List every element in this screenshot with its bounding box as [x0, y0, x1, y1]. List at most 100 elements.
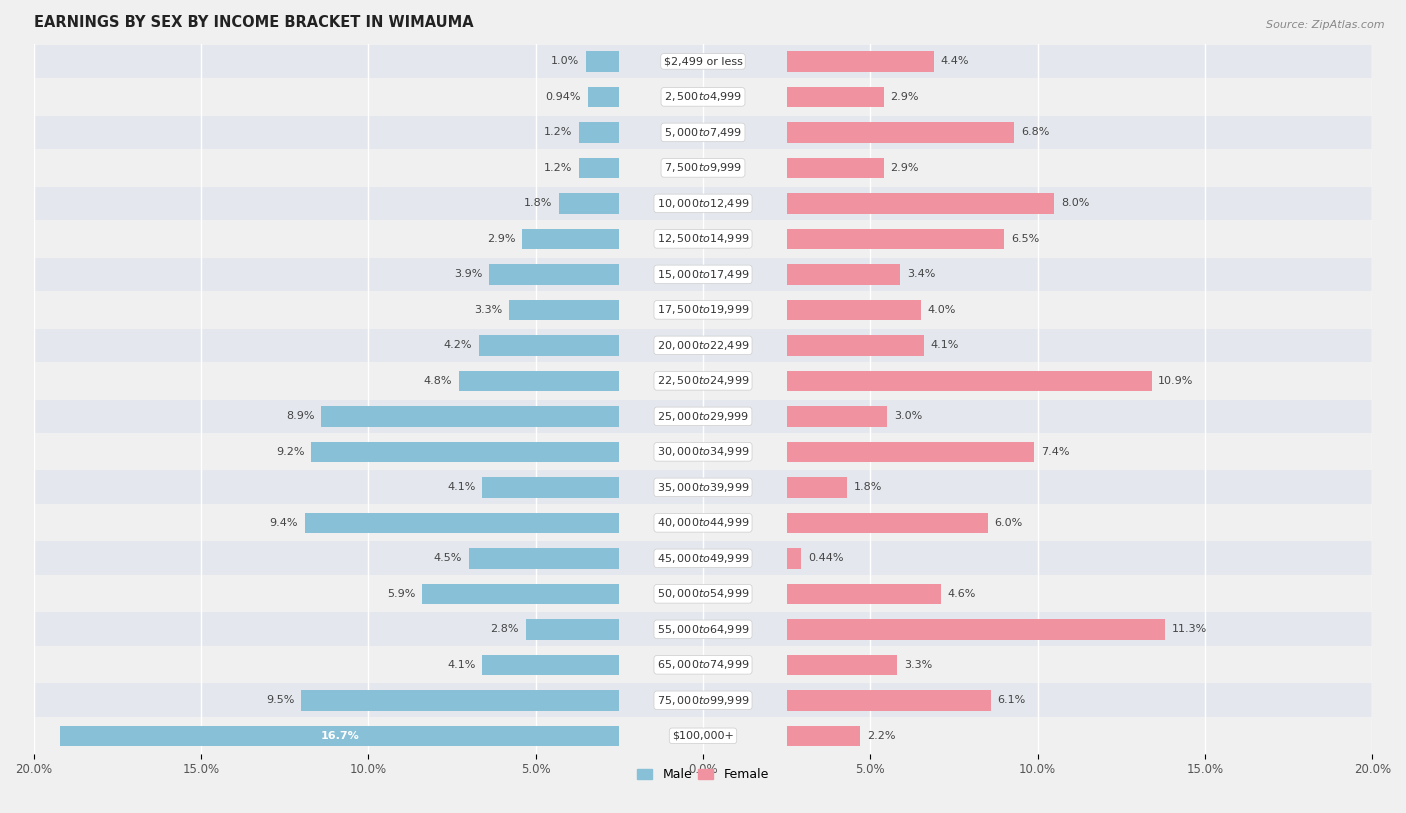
Text: $75,000 to $99,999: $75,000 to $99,999 [657, 693, 749, 706]
Text: 2.9%: 2.9% [486, 234, 516, 244]
Bar [787, 548, 801, 568]
Text: $40,000 to $44,999: $40,000 to $44,999 [657, 516, 749, 529]
Text: 8.9%: 8.9% [287, 411, 315, 421]
Text: 2.9%: 2.9% [890, 163, 920, 173]
Bar [787, 264, 900, 285]
Bar [34, 328, 1372, 363]
Bar [787, 228, 1004, 249]
Text: $17,500 to $19,999: $17,500 to $19,999 [657, 303, 749, 316]
Text: 4.4%: 4.4% [941, 56, 969, 67]
Bar [787, 122, 1014, 143]
Bar [34, 541, 1372, 576]
Text: 1.2%: 1.2% [544, 128, 572, 137]
Bar [787, 619, 1166, 640]
Text: $2,499 or less: $2,499 or less [664, 56, 742, 67]
Bar [311, 441, 619, 462]
Text: $25,000 to $29,999: $25,000 to $29,999 [657, 410, 749, 423]
Text: 3.3%: 3.3% [904, 660, 932, 670]
Text: $7,500 to $9,999: $7,500 to $9,999 [664, 162, 742, 175]
Text: 10.9%: 10.9% [1159, 376, 1194, 386]
Text: 3.9%: 3.9% [454, 269, 482, 280]
Bar [60, 725, 619, 746]
Text: $55,000 to $64,999: $55,000 to $64,999 [657, 623, 749, 636]
Bar [458, 371, 619, 391]
Text: $22,500 to $24,999: $22,500 to $24,999 [657, 374, 749, 387]
Bar [34, 471, 1372, 504]
Bar [468, 548, 619, 568]
Text: $5,000 to $7,499: $5,000 to $7,499 [664, 126, 742, 139]
Text: 6.8%: 6.8% [1021, 128, 1049, 137]
Text: 5.9%: 5.9% [387, 589, 415, 599]
Bar [34, 719, 1372, 753]
Bar [322, 406, 619, 427]
Bar [560, 193, 619, 214]
Bar [787, 193, 1054, 214]
Text: $65,000 to $74,999: $65,000 to $74,999 [657, 659, 749, 672]
Bar [787, 371, 1152, 391]
Bar [478, 335, 619, 355]
Bar [422, 584, 619, 604]
Text: $12,500 to $14,999: $12,500 to $14,999 [657, 233, 749, 246]
Bar [787, 51, 934, 72]
Bar [34, 577, 1372, 611]
Bar [787, 654, 897, 675]
Text: 1.2%: 1.2% [544, 163, 572, 173]
Text: 4.5%: 4.5% [433, 554, 463, 563]
Bar [34, 293, 1372, 327]
Bar [34, 648, 1372, 681]
Bar [522, 228, 619, 249]
Bar [586, 51, 619, 72]
Text: $10,000 to $12,499: $10,000 to $12,499 [657, 197, 749, 210]
Bar [34, 186, 1372, 220]
Bar [34, 684, 1372, 717]
Bar [787, 299, 921, 320]
Bar [482, 477, 619, 498]
Text: $30,000 to $34,999: $30,000 to $34,999 [657, 446, 749, 459]
Bar [34, 364, 1372, 398]
Bar [787, 335, 924, 355]
Text: $20,000 to $22,499: $20,000 to $22,499 [657, 339, 749, 352]
Bar [482, 654, 619, 675]
Text: 4.2%: 4.2% [443, 341, 472, 350]
Bar [34, 506, 1372, 540]
Text: 9.4%: 9.4% [270, 518, 298, 528]
Text: 4.6%: 4.6% [948, 589, 976, 599]
Text: $50,000 to $54,999: $50,000 to $54,999 [657, 587, 749, 600]
Bar [787, 512, 987, 533]
Bar [526, 619, 619, 640]
Bar [579, 158, 619, 178]
Text: $45,000 to $49,999: $45,000 to $49,999 [657, 552, 749, 565]
Text: 16.7%: 16.7% [321, 731, 359, 741]
Text: 1.8%: 1.8% [524, 198, 553, 208]
Text: 4.1%: 4.1% [931, 341, 959, 350]
Bar [34, 399, 1372, 433]
Bar [787, 690, 991, 711]
Bar [579, 122, 619, 143]
Text: 9.2%: 9.2% [276, 447, 305, 457]
Bar [787, 406, 887, 427]
Text: 9.5%: 9.5% [266, 695, 295, 706]
Bar [305, 512, 619, 533]
Text: 0.44%: 0.44% [808, 554, 844, 563]
Legend: Male, Female: Male, Female [633, 763, 773, 786]
Bar [34, 115, 1372, 150]
Text: 4.1%: 4.1% [447, 482, 475, 493]
Text: 11.3%: 11.3% [1171, 624, 1206, 634]
Bar [34, 151, 1372, 185]
Bar [301, 690, 619, 711]
Bar [588, 87, 619, 107]
Bar [787, 87, 884, 107]
Text: 3.4%: 3.4% [907, 269, 935, 280]
Bar [34, 222, 1372, 256]
Text: 4.1%: 4.1% [447, 660, 475, 670]
Text: 6.5%: 6.5% [1011, 234, 1039, 244]
Text: 4.0%: 4.0% [928, 305, 956, 315]
Bar [34, 45, 1372, 78]
Text: 7.4%: 7.4% [1040, 447, 1070, 457]
Text: $2,500 to $4,999: $2,500 to $4,999 [664, 90, 742, 103]
Text: 4.8%: 4.8% [423, 376, 451, 386]
Bar [787, 441, 1035, 462]
Bar [34, 612, 1372, 646]
Text: 3.3%: 3.3% [474, 305, 502, 315]
Text: 1.8%: 1.8% [853, 482, 882, 493]
